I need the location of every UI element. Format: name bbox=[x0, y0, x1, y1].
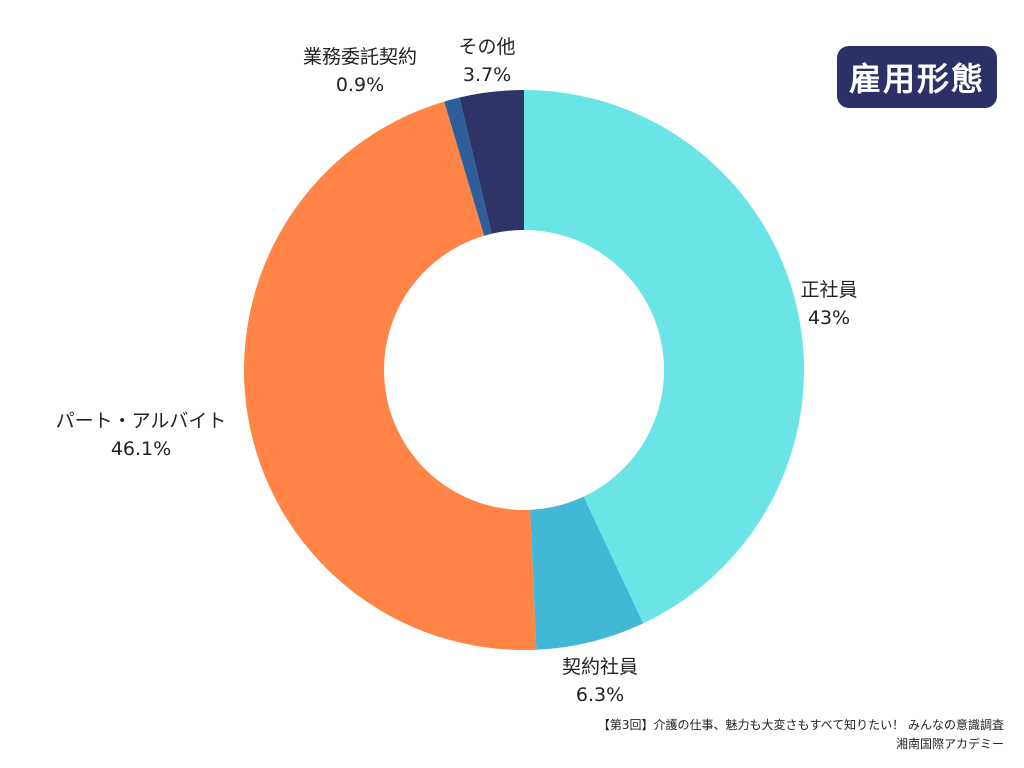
label-keiyaku-name: 契約社員 bbox=[561, 656, 639, 678]
label-other: その他 3.7% bbox=[458, 33, 515, 89]
label-itaku-name: 業務委託契約 bbox=[302, 46, 418, 68]
donut-slice-1 bbox=[530, 496, 644, 650]
chart-title-badge: 雇用形態 bbox=[837, 46, 997, 108]
label-part-name: パート・アルバイト bbox=[55, 410, 227, 432]
label-seishain-value: 43% bbox=[807, 307, 851, 329]
label-seishain: 正社員 43% bbox=[800, 276, 857, 332]
label-other-name: その他 bbox=[458, 36, 516, 58]
source-credit: 【第3回】介護の仕事、魅力も大変さもすべて知りたい！ みんなの意識調査 湘南国際… bbox=[598, 716, 1004, 754]
label-other-value: 3.7% bbox=[462, 64, 512, 86]
source-line-1: 【第3回】介護の仕事、魅力も大変さもすべて知りたい！ みんなの意識調査 bbox=[597, 718, 1004, 732]
label-itaku: 業務委託契約 0.9% bbox=[303, 43, 417, 99]
donut-slice-3 bbox=[444, 97, 492, 236]
source-line-2: 湘南国際アカデミー bbox=[895, 737, 1004, 751]
label-part-value: 46.1% bbox=[110, 438, 172, 460]
label-itaku-value: 0.9% bbox=[335, 74, 385, 96]
label-seishain-name: 正社員 bbox=[800, 279, 858, 301]
label-part: パート・アルバイト 46.1% bbox=[56, 407, 227, 463]
label-keiyaku: 契約社員 6.3% bbox=[562, 653, 638, 709]
donut-slice-2 bbox=[244, 101, 537, 651]
donut-slice-4 bbox=[459, 90, 524, 234]
label-keiyaku-value: 6.3% bbox=[575, 684, 625, 706]
donut-slice-0 bbox=[524, 90, 804, 624]
